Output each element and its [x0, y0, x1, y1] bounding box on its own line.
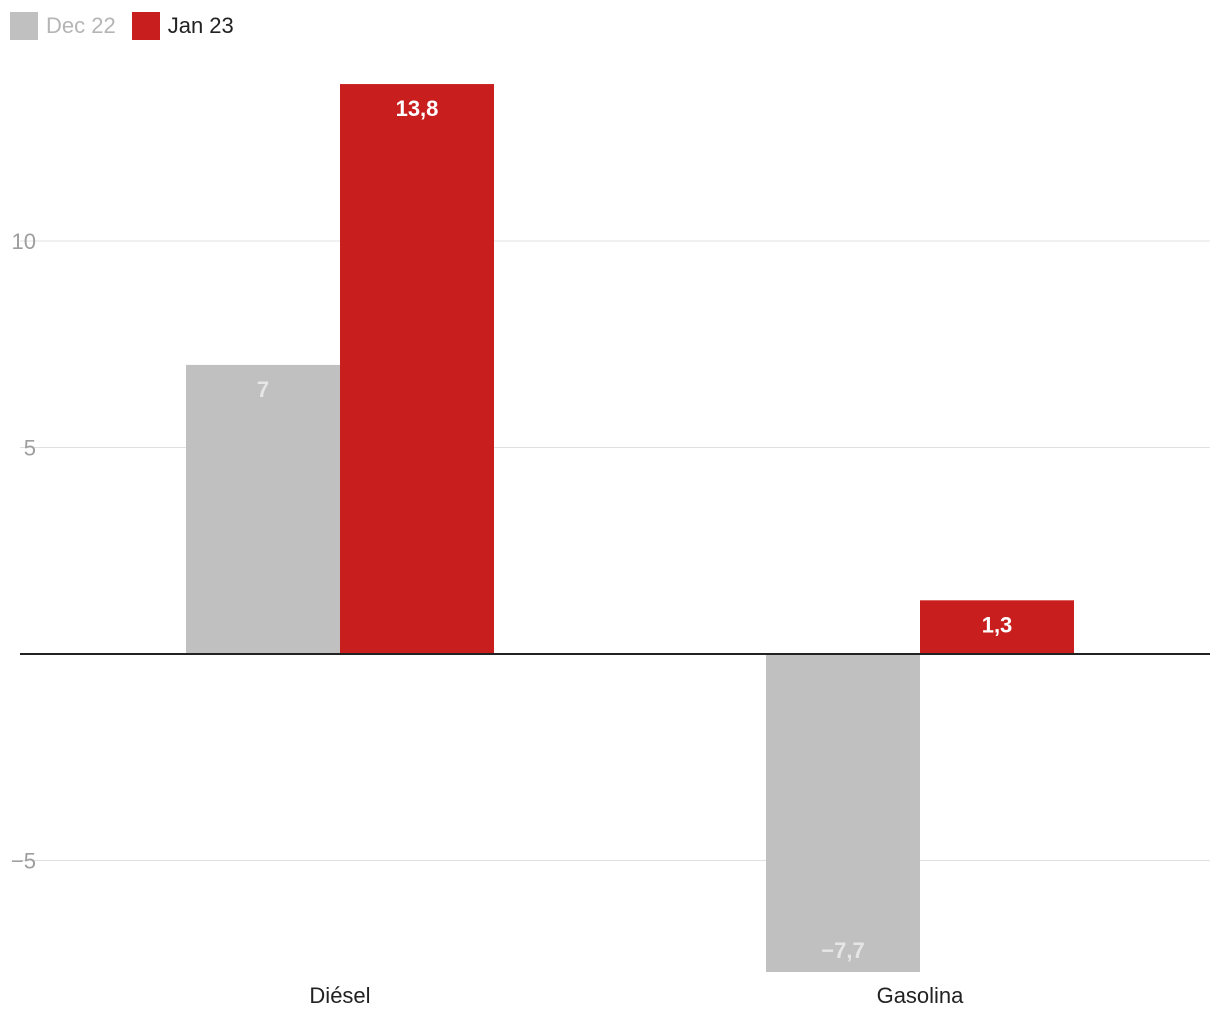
- data-label: 13,8: [396, 96, 439, 121]
- data-label: 1,3: [982, 612, 1013, 637]
- data-label: −7,7: [821, 938, 864, 963]
- y-tick-label: 5: [24, 436, 36, 461]
- legend-label-dec22: Dec 22: [46, 13, 116, 38]
- bar: [340, 84, 494, 654]
- y-tick-label: 10: [12, 229, 36, 254]
- legend-swatch-jan23: [131, 12, 160, 40]
- data-label: 7: [257, 377, 269, 402]
- bar: [766, 654, 920, 973]
- x-tick-label: Diésel: [309, 983, 370, 1008]
- legend-label-jan23: Jan 23: [167, 13, 234, 38]
- legend: Dec 22 Jan 23: [10, 12, 250, 40]
- y-tick-label: −5: [11, 849, 36, 874]
- bar: [920, 600, 1074, 654]
- x-tick-label: Gasolina: [877, 983, 965, 1008]
- legend-swatch-dec22: [10, 12, 38, 40]
- legend-item-jan23[interactable]: Jan 23: [131, 12, 234, 40]
- bar: [186, 364, 340, 654]
- legend-item-dec22[interactable]: Dec 22: [10, 12, 116, 40]
